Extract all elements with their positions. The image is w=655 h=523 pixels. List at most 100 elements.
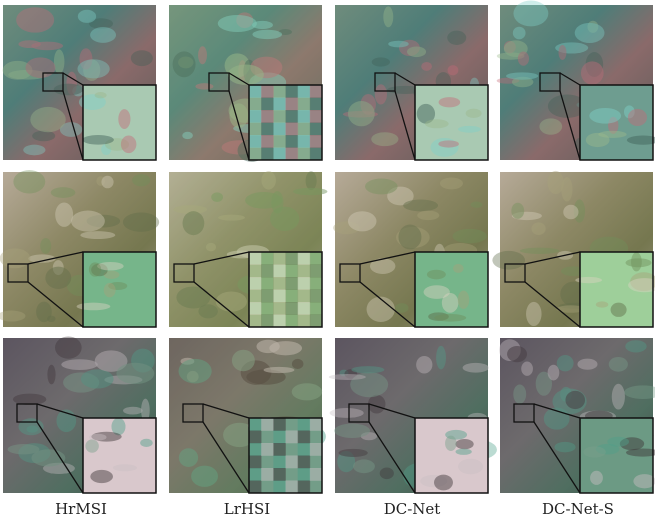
patch [121, 135, 137, 153]
patch [458, 126, 481, 133]
pixel [261, 148, 274, 161]
patch [77, 59, 109, 78]
patch [348, 101, 375, 126]
pixel [249, 290, 262, 303]
pixel [261, 277, 274, 290]
patch [78, 10, 96, 23]
patch [330, 408, 364, 418]
image-tile [329, 338, 497, 493]
pixel [310, 431, 323, 444]
patch [348, 211, 377, 231]
pixel [286, 277, 299, 290]
pixel [298, 148, 311, 161]
patch [367, 297, 395, 322]
patch [403, 200, 438, 212]
patch [438, 140, 459, 147]
pixel [310, 481, 323, 494]
patch [565, 391, 585, 409]
pixel [310, 418, 323, 431]
pixel [273, 98, 286, 111]
patch [458, 459, 483, 474]
patch [589, 108, 621, 124]
pixel [298, 135, 311, 148]
pixel [286, 148, 299, 161]
patch [77, 303, 111, 311]
patch [89, 262, 101, 276]
patch [427, 270, 446, 280]
column-label: LrHSI [224, 500, 270, 518]
pixel [273, 443, 286, 456]
pixel [286, 98, 299, 111]
pixel [249, 135, 262, 148]
image-grid [0, 0, 655, 493]
pixel [310, 277, 323, 290]
pixel [286, 481, 299, 494]
patch [54, 84, 83, 96]
patch [371, 132, 398, 146]
patch [520, 248, 560, 254]
patch [13, 170, 45, 193]
patch [23, 145, 45, 156]
patch [123, 213, 159, 232]
pixel [310, 148, 323, 161]
patch [611, 303, 627, 317]
patch [455, 439, 473, 449]
column-label: DC-Net [384, 500, 441, 518]
patch [531, 222, 545, 235]
pixel [298, 456, 311, 469]
patch [575, 23, 605, 43]
patch [365, 179, 398, 195]
pixel [273, 456, 286, 469]
pixel [310, 468, 323, 481]
patch [631, 252, 642, 271]
patch [471, 202, 483, 208]
image-tile [499, 338, 655, 493]
patch [123, 407, 143, 415]
pixel [249, 302, 262, 315]
pixel [286, 443, 299, 456]
patch [612, 384, 625, 410]
patch [511, 203, 524, 219]
patch [445, 436, 457, 451]
patch [596, 301, 609, 307]
patch [628, 109, 647, 126]
patch [90, 27, 116, 43]
patch [463, 363, 489, 373]
pixel [298, 252, 311, 265]
patch [375, 84, 387, 104]
pixel [286, 418, 299, 431]
pixel [310, 123, 323, 136]
pixel [286, 468, 299, 481]
pixel [298, 315, 311, 328]
patch [101, 176, 113, 189]
image-tile [497, 0, 655, 160]
patch [434, 314, 466, 322]
patch [85, 439, 98, 452]
patch [425, 119, 449, 128]
patch [380, 467, 394, 479]
patch [590, 471, 603, 485]
patch [583, 446, 605, 457]
column-label: HrMSI [55, 500, 107, 518]
patch [507, 346, 527, 362]
column-label: DC-Net-S [542, 500, 614, 518]
pixel [273, 265, 286, 278]
pixel [249, 431, 262, 444]
pixel [286, 431, 299, 444]
pixel [298, 265, 311, 278]
pixel [273, 315, 286, 328]
pixel [298, 443, 311, 456]
pixel [249, 85, 262, 98]
pixel [310, 315, 323, 328]
patch [548, 171, 564, 194]
patch [61, 359, 98, 370]
patch [334, 424, 370, 438]
image-tile [169, 5, 323, 162]
pixel [310, 85, 323, 98]
pixel [286, 85, 299, 98]
patch [466, 109, 482, 118]
pixel [310, 252, 323, 265]
patch [395, 303, 408, 313]
pixel [261, 123, 274, 136]
pixel [298, 468, 311, 481]
